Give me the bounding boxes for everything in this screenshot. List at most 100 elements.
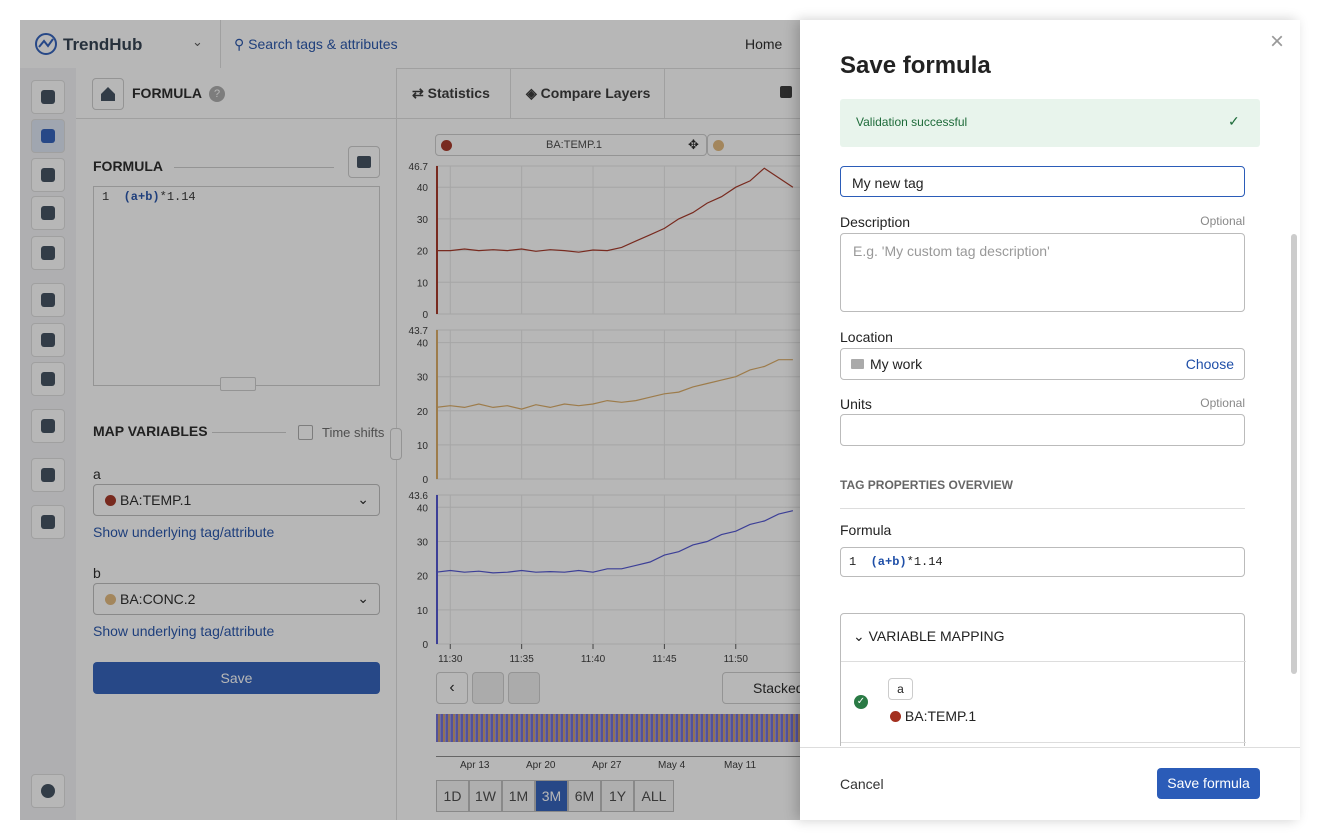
rail-icon[interactable] bbox=[31, 283, 65, 317]
var-link[interactable]: Show underlying tag/attribute bbox=[93, 623, 275, 639]
rail-icon[interactable] bbox=[31, 505, 65, 539]
name-input[interactable]: My new tag bbox=[840, 166, 1245, 197]
map-title: MAP VARIABLES bbox=[93, 423, 208, 439]
label: Units bbox=[840, 396, 872, 412]
y-tick-label: 40 bbox=[417, 183, 429, 194]
checkbox[interactable] bbox=[298, 425, 313, 440]
rail-icon[interactable] bbox=[31, 119, 65, 153]
range-button[interactable]: 3M bbox=[535, 780, 568, 812]
code-vars: (a+b) bbox=[870, 555, 907, 569]
search-text: Search tags & attributes bbox=[248, 36, 398, 52]
code-rest: *1.14 bbox=[906, 555, 943, 569]
line-number: 1 bbox=[849, 555, 857, 569]
home-button[interactable] bbox=[92, 78, 124, 110]
save-icon[interactable] bbox=[780, 86, 792, 98]
clock[interactable] bbox=[508, 672, 540, 704]
icon-rail bbox=[20, 68, 77, 820]
range-button[interactable]: ALL bbox=[634, 780, 674, 812]
y-tick-label: 10 bbox=[417, 278, 429, 289]
section-title: FORMULA bbox=[93, 158, 163, 174]
range-button[interactable]: 1Y bbox=[601, 780, 634, 812]
choose[interactable]: Choose bbox=[1185, 356, 1234, 372]
line-series bbox=[435, 359, 793, 410]
cancel[interactable]: Cancel bbox=[840, 776, 884, 792]
charts: 01020304046.701020304043.701020304043.61… bbox=[409, 162, 800, 665]
rail-icon[interactable] bbox=[31, 80, 65, 114]
var-select[interactable]: BA:CONC.2 ⌄ bbox=[93, 583, 380, 615]
splitter[interactable] bbox=[390, 428, 402, 460]
search[interactable]: ⚲ Search tags & attributes bbox=[234, 36, 398, 52]
var-link[interactable]: Show underlying tag/attribute bbox=[93, 524, 275, 540]
rail-icon[interactable] bbox=[31, 236, 65, 270]
save-formula[interactable]: Save formula bbox=[1157, 768, 1260, 799]
validation-banner: Validation successful ✓ bbox=[840, 99, 1260, 147]
y-tick-label: 43.6 bbox=[409, 491, 429, 502]
x-tick-label: 11:40 bbox=[581, 654, 606, 665]
formula-panel: FORMULA ? FORMULA 1 (a+b)*1.14 MAP VARIA… bbox=[76, 68, 397, 820]
legend-chip[interactable]: BA:TEMP.1 ✥ bbox=[435, 134, 707, 156]
rail-icon[interactable] bbox=[31, 362, 65, 396]
settings[interactable] bbox=[31, 774, 65, 808]
rail-icon[interactable] bbox=[31, 323, 65, 357]
y-tick-label: 43.7 bbox=[409, 326, 429, 337]
mapping-title[interactable]: ⌄ VARIABLE MAPPING bbox=[853, 628, 1005, 644]
mapping-text: VARIABLE MAPPING bbox=[868, 628, 1005, 644]
line-series bbox=[436, 167, 794, 253]
var-tag: BA:TEMP.1 bbox=[120, 492, 192, 508]
rail-icon[interactable] bbox=[31, 158, 65, 192]
move-icon[interactable]: ✥ bbox=[688, 137, 699, 152]
rail-icon[interactable] bbox=[31, 409, 65, 443]
calendar[interactable] bbox=[472, 672, 504, 704]
rail-icon[interactable] bbox=[31, 196, 65, 230]
range-button[interactable]: 1W bbox=[469, 780, 502, 812]
y-tick-label: 30 bbox=[417, 537, 429, 548]
legend-text: BA:TEMP.1 bbox=[546, 139, 603, 151]
label: Formula bbox=[840, 522, 892, 538]
drawer-title: Save formula bbox=[840, 52, 991, 79]
tab-compare[interactable]: ◈ Compare Layers bbox=[526, 85, 651, 101]
mapping-tag: BA:TEMP.1 bbox=[904, 708, 977, 724]
range-button[interactable]: 1M bbox=[502, 780, 535, 812]
overlay bbox=[20, 20, 800, 820]
x-tick-label: 11:35 bbox=[509, 654, 534, 665]
save-button[interactable]: Save bbox=[93, 662, 380, 694]
brand: TrendHub bbox=[63, 35, 143, 54]
description-input[interactable]: E.g. 'My custom tag description' bbox=[840, 233, 1245, 312]
optional: Optional bbox=[1200, 396, 1245, 410]
close[interactable]: × bbox=[1270, 28, 1285, 55]
logo bbox=[35, 33, 57, 55]
range-button[interactable]: 1D bbox=[436, 780, 469, 812]
y-tick-label: 30 bbox=[417, 373, 429, 384]
tab-text: Statistics bbox=[427, 85, 490, 101]
var-badge: a bbox=[888, 678, 913, 700]
formula-view: 1 (a+b)*1.14 bbox=[840, 547, 1245, 577]
prev[interactable]: ‹ bbox=[436, 672, 468, 704]
x-tick-label: 11:30 bbox=[438, 654, 463, 665]
units-input[interactable] bbox=[840, 414, 1245, 446]
brand-menu[interactable]: ⌄ bbox=[192, 34, 203, 49]
nav-home[interactable]: Home bbox=[745, 36, 783, 52]
location-value: My work bbox=[870, 356, 923, 372]
x-tick-label: 11:50 bbox=[724, 654, 749, 665]
y-tick-label: 30 bbox=[417, 215, 429, 226]
label: Location bbox=[840, 329, 893, 345]
y-tick-label: 20 bbox=[417, 572, 429, 583]
var-select[interactable]: BA:TEMP.1 ⌄ bbox=[93, 484, 380, 516]
y-tick-label: 40 bbox=[417, 503, 429, 514]
y-tick-label: 46.7 bbox=[409, 162, 429, 173]
range-button[interactable]: 6M bbox=[568, 780, 601, 812]
navigator-date: May 4 bbox=[658, 760, 686, 771]
open-button[interactable] bbox=[348, 146, 380, 178]
y-tick-label: 20 bbox=[417, 247, 429, 258]
toolbar: ⇄ Statistics ◈ Compare Layers bbox=[396, 68, 800, 119]
legend-chip[interactable] bbox=[707, 134, 800, 156]
navigator-date: Apr 13 bbox=[460, 760, 490, 771]
stacked-button[interactable]: Stacked bbox=[722, 672, 800, 704]
tab-statistics[interactable]: ⇄ Statistics bbox=[412, 85, 490, 101]
help[interactable]: ? bbox=[209, 86, 225, 102]
navigator-date: May 11 bbox=[724, 760, 757, 771]
line-number: 1 bbox=[102, 190, 110, 204]
code-editor[interactable]: 1 (a+b)*1.14 bbox=[93, 186, 380, 391]
rail-icon[interactable] bbox=[31, 458, 65, 492]
